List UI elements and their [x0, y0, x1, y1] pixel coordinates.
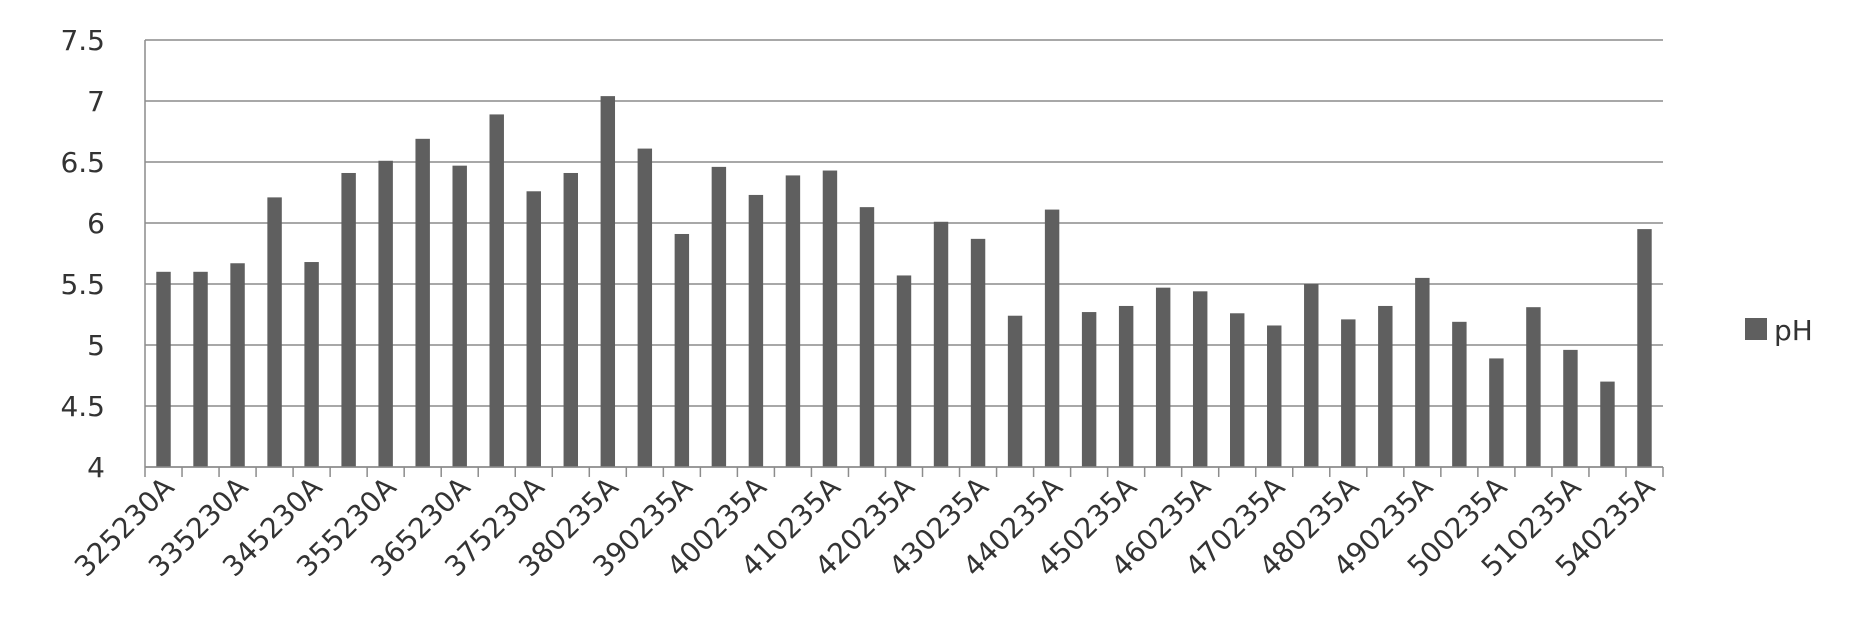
bar: [785, 175, 801, 468]
bar: [1192, 291, 1208, 467]
bar: [452, 165, 467, 467]
bar: [859, 207, 875, 467]
bar: [1526, 307, 1541, 467]
bar: [193, 271, 208, 467]
x-axis: [144, 40, 1664, 477]
y-tick-label: 7.5: [60, 24, 105, 57]
bar: [748, 194, 764, 467]
y-tick-label: 7: [87, 85, 105, 118]
bar: [1118, 305, 1134, 467]
y-tick-label: 6: [87, 207, 105, 240]
bar: [1415, 277, 1430, 467]
bar: [1081, 312, 1097, 467]
bars: [156, 96, 1652, 468]
bar: [304, 262, 319, 467]
bar: [600, 96, 616, 468]
bar: [896, 275, 912, 467]
x-axis-category-labels: 325230A335230A345230A355230A365230A37523…: [68, 471, 1661, 583]
bar: [1229, 313, 1245, 467]
bar: [230, 263, 245, 467]
bar: [1378, 305, 1393, 467]
bar: [1304, 284, 1319, 467]
bar: [1489, 358, 1504, 467]
legend-label-ph: pH: [1774, 314, 1813, 347]
bar: [1155, 287, 1171, 467]
bar: [563, 172, 579, 468]
bar: [267, 197, 282, 467]
y-tick-label: 4.5: [60, 390, 105, 423]
bar: [1267, 325, 1282, 467]
bar: [1600, 381, 1615, 467]
bar: [489, 114, 504, 468]
bar: [711, 166, 727, 467]
bar: [1563, 349, 1578, 467]
bar: [1341, 319, 1356, 467]
bar: [637, 148, 653, 467]
bar: [822, 170, 838, 468]
bar: [341, 172, 356, 468]
legend: pH: [1745, 314, 1813, 347]
bar: [156, 271, 171, 467]
y-tick-label: 6.5: [60, 146, 105, 179]
bar: [526, 191, 541, 467]
bar: [674, 233, 690, 467]
bar: [1007, 315, 1023, 467]
bar: [1452, 321, 1467, 467]
bar: [1044, 209, 1060, 467]
y-tick-label: 4: [87, 451, 105, 484]
y-tick-label: 5: [87, 329, 105, 362]
y-axis-tick-labels: 4 4.5 5 5.5 6 6.5 7 7.5: [60, 24, 105, 484]
bar: [378, 160, 393, 467]
y-tick-label: 5.5: [60, 268, 105, 301]
bar: [415, 138, 430, 467]
bar: [933, 221, 949, 467]
bar: [970, 238, 986, 467]
bar: [1637, 229, 1652, 467]
legend-swatch-ph: [1745, 318, 1767, 340]
